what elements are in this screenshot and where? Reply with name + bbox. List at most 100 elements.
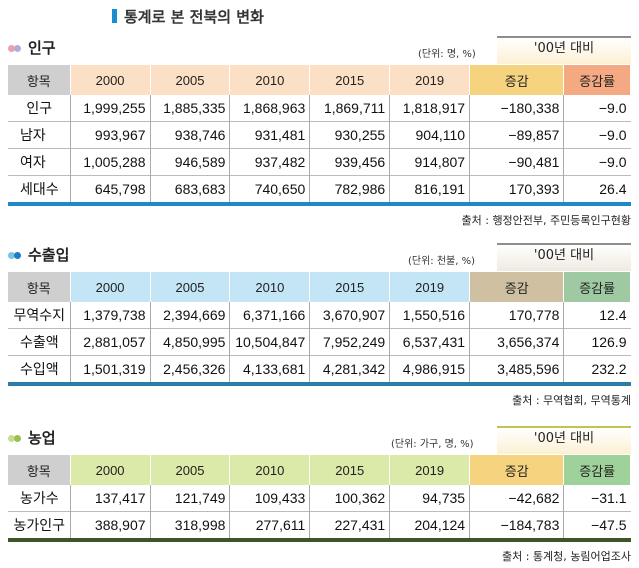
section-title: 수출입 bbox=[8, 244, 69, 265]
compare-label: '00년 대비 bbox=[497, 243, 631, 271]
table-cell: 4,986,915 bbox=[389, 355, 471, 382]
source-note: 출처 : 행정안전부, 주민등록인구현황 bbox=[461, 214, 632, 227]
column-header: 2005 bbox=[150, 455, 231, 485]
table-cell: 170,778 bbox=[469, 302, 565, 329]
table-row: 수입액 1,501,319 2,456,326 4,133,681 4,281,342 4… bbox=[8, 355, 631, 382]
source-note: 출처 : 무역협회, 무역통계 bbox=[512, 394, 631, 407]
table-cell: 816,191 bbox=[389, 175, 471, 202]
population-section: 인구 (단위: 명, %) '00년 대비 항목 2000 2005 2010 2015 201… bbox=[8, 33, 631, 228]
section-base-line bbox=[8, 538, 631, 542]
section-title: 인구 bbox=[8, 37, 56, 58]
table-cell: 4,281,342 bbox=[309, 355, 391, 382]
row-label: 농가수 bbox=[8, 485, 71, 512]
row-label: 남자 bbox=[8, 121, 71, 149]
row-label: 여자 bbox=[8, 148, 71, 176]
table-cell: 931,481 bbox=[229, 121, 311, 149]
source-note: 출처 : 통계청, 농림어업조사 bbox=[501, 550, 631, 563]
column-header: 2000 bbox=[70, 272, 151, 302]
table-cell: 1,818,917 bbox=[389, 95, 471, 122]
agriculture-section: 농업 (단위: 가구, 명, %) '00년 대비 항목 2000 2005 2010 201… bbox=[8, 423, 631, 564]
table-cell: 930,255 bbox=[309, 121, 391, 149]
table-cell: 4,133,681 bbox=[229, 355, 311, 382]
column-header: 2019 bbox=[389, 272, 471, 302]
table-cell: −9.0 bbox=[563, 121, 631, 149]
section-header: 인구 (단위: 명, %) '00년 대비 bbox=[8, 33, 631, 65]
compare-label: '00년 대비 bbox=[497, 426, 631, 454]
dot-icon bbox=[8, 252, 15, 259]
table-cell: 993,967 bbox=[70, 121, 151, 149]
row-label: 수출액 bbox=[8, 328, 71, 356]
table-cell: 939,456 bbox=[309, 148, 391, 176]
row-label: 수입액 bbox=[8, 355, 71, 382]
table-cell: 645,798 bbox=[70, 175, 151, 202]
column-header: 항목 bbox=[8, 272, 71, 302]
dot-icon bbox=[14, 45, 21, 52]
column-header: 2015 bbox=[309, 65, 391, 95]
table-cell: −9.0 bbox=[598, 100, 627, 116]
data-table: 항목 2000 2005 2010 2015 2019 증감 증감률 인구 1,999,255 1,… bbox=[8, 65, 631, 202]
column-header: 2000 bbox=[70, 455, 151, 485]
data-table: 항목 2000 2005 2010 2015 2019 증감 증감률 무역수지 1,379,738… bbox=[8, 272, 631, 382]
column-header: 2005 bbox=[150, 272, 231, 302]
dot-icon bbox=[8, 45, 15, 52]
table-cell: −9.0 bbox=[563, 148, 631, 176]
table-cell: −90,481 bbox=[469, 148, 565, 176]
column-header: 증감 bbox=[469, 455, 565, 485]
column-header: 증감 bbox=[469, 272, 565, 302]
unit-note: (단위: 가구, 명, %) bbox=[391, 439, 474, 450]
section-title-text: 인구 bbox=[28, 39, 56, 57]
table-cell: 12.4 bbox=[599, 307, 627, 323]
table-cell: 3,485,596 bbox=[469, 355, 565, 382]
bullet-dots-icon bbox=[8, 433, 26, 443]
table-cell: 3,670,907 bbox=[309, 302, 391, 329]
table-cell: 1,550,516 bbox=[389, 302, 471, 329]
table-cell: 938,746 bbox=[150, 121, 231, 149]
table-row: 세대수 645,798 683,683 740,650 782,986 816,191 17… bbox=[8, 175, 631, 202]
table-cell: 126.9 bbox=[563, 328, 631, 356]
table-cell: 1,501,319 bbox=[70, 355, 151, 382]
column-header: 항목 bbox=[8, 455, 71, 485]
table-cell: 1,005,288 bbox=[70, 148, 151, 176]
row-label: 인구 bbox=[8, 95, 71, 122]
column-header: 증감률 bbox=[563, 65, 631, 95]
column-header: 증감률 bbox=[563, 272, 631, 302]
table-cell: 2,456,326 bbox=[150, 355, 231, 382]
table-cell: 740,650 bbox=[229, 175, 311, 202]
table-cell: 232.2 bbox=[563, 355, 631, 382]
table-cell: 26.4 bbox=[563, 175, 631, 202]
unit-note: (단위: 명, %) bbox=[418, 49, 476, 60]
dot-icon bbox=[14, 252, 21, 259]
table-cell: 6,371,166 bbox=[229, 302, 311, 329]
title-marker-icon bbox=[112, 9, 117, 23]
table-cell: 683,683 bbox=[150, 175, 231, 202]
section-header: 농업 (단위: 가구, 명, %) '00년 대비 bbox=[8, 423, 631, 455]
column-header: 2000 bbox=[70, 65, 151, 95]
table-cell: 904,110 bbox=[389, 121, 471, 149]
table-cell: 782,986 bbox=[309, 175, 391, 202]
table-cell: −47.5 bbox=[563, 511, 631, 538]
trade-section: 수출입 (단위: 천불, %) '00년 대비 항목 2000 2005 2010 2015 2… bbox=[8, 240, 631, 408]
column-header: 2005 bbox=[150, 65, 231, 95]
table-cell: 94,735 bbox=[389, 485, 471, 512]
table-cell: 2,881,057 bbox=[70, 328, 151, 356]
page-title: 통계로 본 전북의 변화 bbox=[112, 6, 264, 27]
header-row: 항목 2000 2005 2010 2015 2019 증감 증감률 bbox=[8, 272, 631, 302]
section-title: 농업 bbox=[8, 427, 56, 448]
table-cell: 914,807 bbox=[389, 148, 471, 176]
table-cell: 100,362 bbox=[309, 485, 391, 512]
section-title-text: 수출입 bbox=[28, 246, 70, 264]
column-header: 2010 bbox=[229, 65, 311, 95]
row-label: 농가인구 bbox=[8, 511, 71, 538]
column-header: 2010 bbox=[229, 272, 311, 302]
table-cell: 4,850,995 bbox=[150, 328, 231, 356]
table-cell: 10,504,847 bbox=[229, 328, 311, 356]
dot-icon bbox=[8, 435, 15, 442]
section-header: 수출입 (단위: 천불, %) '00년 대비 bbox=[8, 240, 631, 272]
table-cell: 7,952,249 bbox=[309, 328, 391, 356]
table-row: 농가수 137,417 121,749 109,433 100,362 94,735 −42… bbox=[8, 485, 631, 512]
compare-label: '00년 대비 bbox=[497, 36, 631, 64]
row-label: 세대수 bbox=[8, 175, 71, 202]
table-cell: 1,999,255 bbox=[70, 95, 151, 122]
table-row: 인구 1,999,255 1,885,335 1,868,963 1,869,711 1,… bbox=[8, 95, 631, 122]
table-cell: 1,885,335 bbox=[150, 95, 231, 122]
